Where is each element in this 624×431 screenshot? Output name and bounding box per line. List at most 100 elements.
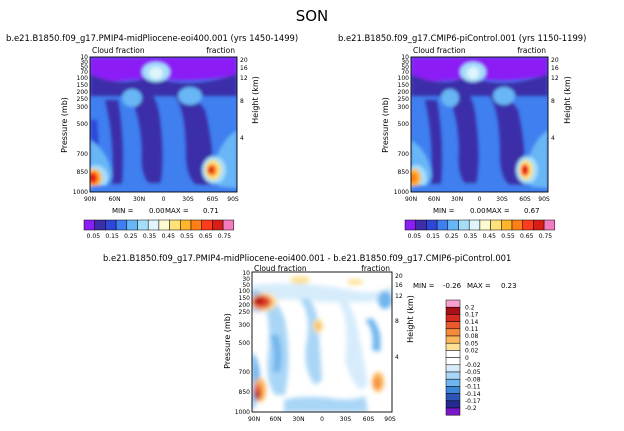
right-axis-ticks: 20 16 12 8 4 <box>395 273 403 361</box>
min-value: 0.00 <box>470 207 486 215</box>
y-tick-label: 70 <box>80 69 88 76</box>
y-tick-label: 200 <box>398 89 410 96</box>
x-tick-label: 0 <box>478 196 482 203</box>
max-value: 0.71 <box>203 207 219 215</box>
colorbar-swatch <box>190 219 202 231</box>
y-tick-label: 30 <box>242 276 250 283</box>
panel-eoi400: b.e21.B1850.f09_g17.PMIP4-midPliocene-eo… <box>6 33 298 240</box>
colorbar-label: 0.45 <box>483 233 497 240</box>
height-tick-label: 8 <box>240 98 244 105</box>
colorbar-label: -0.08 <box>465 376 481 383</box>
corner-label-right: fraction <box>361 264 390 273</box>
colorbar-swatch <box>105 219 117 231</box>
y-axis-label: Pressure (mb) <box>60 97 69 153</box>
x-axis-ticks: 90N 60N 30N 0 30S 60S 90S <box>248 416 396 423</box>
colorbar-label: -0.17 <box>465 398 481 405</box>
x-axis-ticks: 90N 60N 30N 0 30S 60S 90S <box>84 196 239 203</box>
x-tick-label: 90N <box>248 416 260 423</box>
colorbar-label: -0.05 <box>465 369 481 376</box>
colorbar-swatch <box>447 219 459 231</box>
y-tick-label: 1000 <box>235 409 250 416</box>
colorbar-swatch <box>222 219 235 231</box>
colorbar-swatch <box>445 357 461 366</box>
y-axis-ticks: 10 30 50 70 100 150 200 250 300 500 700 … <box>73 54 88 196</box>
y-tick-label: 250 <box>239 309 251 316</box>
height-tick-label: 20 <box>551 57 559 64</box>
colorbar-label: 0.08 <box>465 333 479 340</box>
colorbar: 0.05 0.15 0.25 0.35 0.45 0.55 0.65 0.75 <box>83 219 235 240</box>
x-tick-label: 90S <box>384 416 396 423</box>
colorbar-swatch <box>212 219 224 231</box>
colorbar-label: 0.45 <box>162 233 176 240</box>
y-tick-label: 250 <box>77 96 89 103</box>
y-tick-label: 10 <box>242 270 250 277</box>
right-axis-ticks: 20 16 12 8 4 <box>551 57 559 142</box>
x-tick-label: 30N <box>292 416 304 423</box>
colorbar-swatch <box>445 393 461 402</box>
x-tick-label: 60N <box>428 196 440 203</box>
height-tick-label: 12 <box>395 293 403 300</box>
colorbar-swatch <box>201 219 213 231</box>
colorbar-label: 0.75 <box>218 233 232 240</box>
height-tick-label: 16 <box>551 65 559 72</box>
max-value: 0.67 <box>524 207 540 215</box>
colorbar-label: -0.11 <box>465 384 481 391</box>
colorbar-swatch <box>445 350 461 358</box>
colorbar-swatch <box>445 342 461 351</box>
colorbar-swatch <box>445 364 461 373</box>
min-value: -0.26 <box>443 282 462 290</box>
colorbar-swatch <box>115 219 128 231</box>
y-tick-label: 30 <box>401 59 409 66</box>
colorbar-label: 0.02 <box>465 348 479 355</box>
y-tick-label: 30 <box>80 59 88 66</box>
y-tick-label: 500 <box>77 121 89 128</box>
height-tick-label: 16 <box>240 65 248 72</box>
x-tick-label: 60S <box>363 416 375 423</box>
colorbar: 0.05 0.15 0.25 0.35 0.45 0.55 0.65 0.75 <box>404 219 556 240</box>
colorbar-label: 0.65 <box>199 233 213 240</box>
x-tick-label: 60N <box>269 416 281 423</box>
y-tick-label: 150 <box>398 82 410 89</box>
x-tick-label: 30N <box>451 196 463 203</box>
colorbar-swatch <box>158 219 170 231</box>
x-tick-label: 30S <box>182 196 194 203</box>
x-tick-label: 60N <box>108 196 120 203</box>
min-label: MIN = <box>112 207 134 215</box>
colorbar-label: 0 <box>465 355 469 362</box>
y-tick-label: 850 <box>239 389 251 396</box>
colorbar-label: 0.55 <box>180 233 194 240</box>
x-tick-label: 90S <box>227 196 239 203</box>
colorbar-swatch <box>415 219 427 231</box>
height-tick-label: 4 <box>240 135 244 142</box>
y-tick-label: 250 <box>398 96 410 103</box>
y-tick-label: 850 <box>77 169 89 176</box>
colorbar-swatch <box>436 219 449 231</box>
panel-title: b.e21.B1850.f09_g17.PMIP4-midPliocene-eo… <box>103 253 511 263</box>
right-axis-label: Height (km) <box>251 76 260 124</box>
y-tick-label: 10 <box>80 54 88 61</box>
colorbar: 0.20.170.140.110.080.050.020-0.02-0.05-0… <box>445 299 481 416</box>
x-tick-label: 0 <box>162 196 166 203</box>
height-tick-label: 4 <box>551 135 555 142</box>
panel-title: b.e21.B1850.f09_g17.CMIP6-piControl.001 … <box>338 33 586 43</box>
colorbar-swatch <box>126 219 138 231</box>
colorbar-swatch <box>83 219 95 231</box>
height-tick-label: 20 <box>395 273 403 280</box>
x-tick-label: 0 <box>320 416 324 423</box>
y-tick-label: 200 <box>77 89 89 96</box>
colorbar-label: 0.15 <box>426 233 440 240</box>
height-tick-label: 16 <box>395 282 403 289</box>
page-title: SON <box>296 7 329 25</box>
height-tick-label: 8 <box>395 318 399 325</box>
right-axis-label: Height (km) <box>563 76 572 124</box>
colorbar-swatch <box>445 400 461 409</box>
x-tick-label: 90N <box>84 196 96 203</box>
x-tick-label: 90N <box>405 196 417 203</box>
y-tick-label: 700 <box>239 369 251 376</box>
y-tick-label: 150 <box>77 82 89 89</box>
colorbar-swatch <box>137 219 149 231</box>
y-tick-label: 50 <box>80 64 88 71</box>
colorbar-label: 0.35 <box>464 233 478 240</box>
y-axis-label: Pressure (mb) <box>223 313 232 369</box>
colorbar-swatch <box>180 219 192 231</box>
